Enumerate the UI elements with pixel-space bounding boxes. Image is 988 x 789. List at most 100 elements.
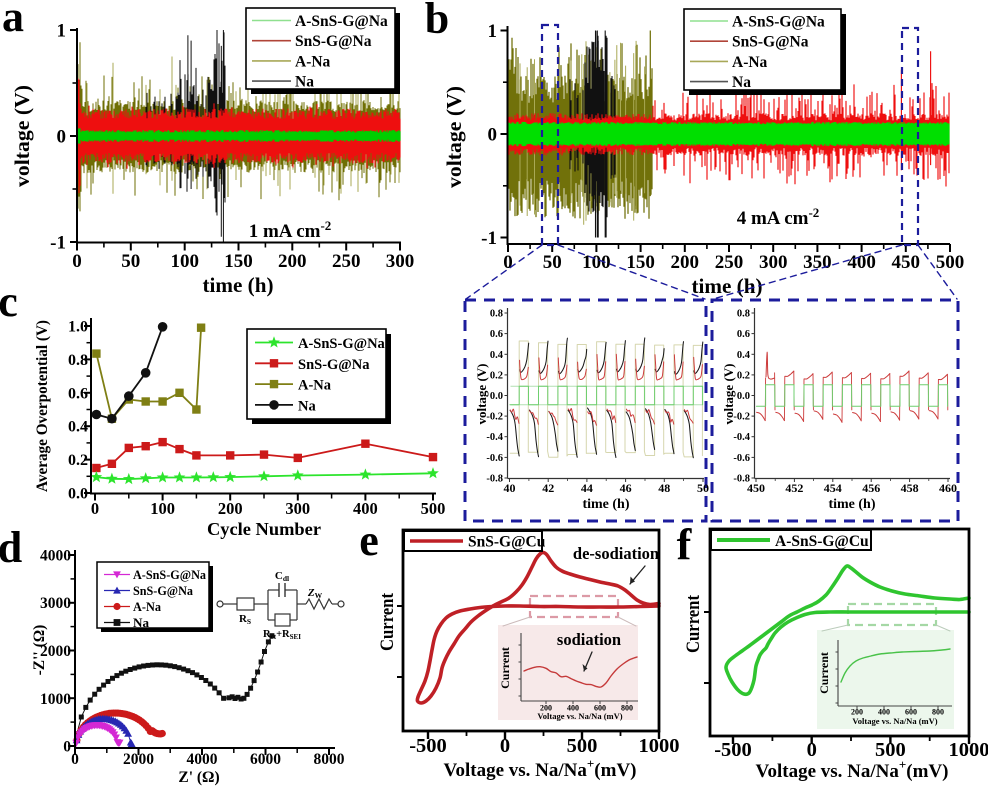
svg-text:50: 50 bbox=[697, 481, 709, 495]
svg-text:0: 0 bbox=[503, 252, 513, 273]
svg-text:3000: 3000 bbox=[40, 595, 71, 612]
svg-text:Voltage vs. Na/Na (mV): Voltage vs. Na/Na (mV) bbox=[537, 711, 622, 721]
svg-text:0.2: 0.2 bbox=[490, 370, 503, 381]
svg-text:A-SnS-G@Na: A-SnS-G@Na bbox=[732, 14, 825, 31]
svg-text:0: 0 bbox=[57, 127, 67, 148]
svg-text:0: 0 bbox=[500, 735, 510, 757]
svg-text:a: a bbox=[2, 0, 24, 41]
svg-text:-0.6: -0.6 bbox=[486, 453, 503, 464]
svg-text:A-SnS-G@Cu: A-SnS-G@Cu bbox=[775, 533, 869, 550]
svg-text:100: 100 bbox=[170, 251, 199, 272]
svg-text:300: 300 bbox=[285, 499, 310, 518]
svg-text:50: 50 bbox=[543, 252, 562, 273]
svg-text:SnS-G@Na: SnS-G@Na bbox=[298, 357, 370, 373]
svg-text:40: 40 bbox=[504, 481, 516, 495]
svg-text:ZW: ZW bbox=[307, 587, 323, 600]
svg-text:A-Na: A-Na bbox=[133, 600, 162, 614]
svg-text:-Z'' (Ω): -Z'' (Ω) bbox=[31, 625, 48, 676]
svg-text:0.4: 0.4 bbox=[737, 350, 751, 361]
svg-text:Voltage vs. Na/Na+(mV): Voltage vs. Na/Na+(mV) bbox=[755, 757, 948, 782]
svg-text:0: 0 bbox=[807, 739, 817, 761]
svg-text:1 mA cm-2: 1 mA cm-2 bbox=[249, 218, 332, 242]
svg-text:time (h): time (h) bbox=[582, 497, 629, 512]
svg-text:RS: RS bbox=[239, 613, 251, 626]
svg-text:Current: Current bbox=[684, 594, 704, 653]
svg-text:voltage (V): voltage (V) bbox=[442, 86, 466, 188]
svg-text:Rct+RSEI: Rct+RSEI bbox=[263, 629, 301, 641]
svg-text:-500: -500 bbox=[714, 739, 752, 761]
svg-text:-0.8: -0.8 bbox=[733, 474, 750, 485]
svg-text:800: 800 bbox=[932, 708, 944, 717]
svg-text:Voltage vs. Na/Na+(mV): Voltage vs. Na/Na+(mV) bbox=[443, 756, 636, 781]
svg-text:200: 200 bbox=[540, 704, 552, 713]
svg-text:sodiation: sodiation bbox=[557, 630, 621, 649]
svg-text:Cdl: Cdl bbox=[275, 570, 289, 583]
svg-text:500: 500 bbox=[936, 252, 965, 273]
svg-text:SnS-G@Cu: SnS-G@Cu bbox=[468, 534, 546, 551]
svg-text:-0.8: -0.8 bbox=[486, 474, 503, 485]
svg-text:200: 200 bbox=[671, 252, 700, 273]
svg-text:0.0: 0.0 bbox=[490, 391, 503, 402]
svg-text:400: 400 bbox=[847, 252, 876, 273]
svg-text:1000: 1000 bbox=[639, 735, 680, 757]
svg-text:A-SnS-G@Na: A-SnS-G@Na bbox=[133, 568, 207, 582]
svg-text:Voltage vs. Na/Na (mV): Voltage vs. Na/Na (mV) bbox=[852, 716, 937, 726]
svg-text:600: 600 bbox=[594, 704, 606, 713]
svg-text:voltage (V): voltage (V) bbox=[721, 363, 736, 424]
svg-text:1: 1 bbox=[57, 21, 67, 42]
svg-text:1: 1 bbox=[488, 21, 498, 42]
svg-text:d: d bbox=[0, 523, 22, 572]
svg-text:0: 0 bbox=[91, 499, 99, 518]
svg-text:400: 400 bbox=[353, 499, 378, 518]
svg-text:b: b bbox=[425, 0, 449, 43]
svg-text:456: 456 bbox=[862, 481, 880, 495]
svg-text:time (h): time (h) bbox=[828, 497, 875, 512]
svg-text:Na: Na bbox=[298, 398, 316, 414]
svg-text:c: c bbox=[0, 277, 18, 326]
svg-text:Na: Na bbox=[732, 74, 751, 91]
svg-text:300: 300 bbox=[386, 251, 415, 272]
svg-text:0.6: 0.6 bbox=[737, 329, 750, 340]
svg-text:450: 450 bbox=[892, 252, 921, 273]
svg-text:454: 454 bbox=[824, 481, 842, 495]
svg-text:2000: 2000 bbox=[123, 751, 154, 768]
svg-text:time (h): time (h) bbox=[203, 273, 274, 297]
svg-text:0.4: 0.4 bbox=[490, 350, 504, 361]
svg-text:600: 600 bbox=[905, 708, 917, 717]
svg-text:A-Na: A-Na bbox=[295, 53, 331, 70]
svg-text:1000: 1000 bbox=[949, 739, 988, 761]
svg-text:-0.2: -0.2 bbox=[486, 412, 503, 423]
svg-text:460: 460 bbox=[939, 481, 957, 495]
svg-text:150: 150 bbox=[224, 251, 253, 272]
svg-text:150: 150 bbox=[626, 252, 655, 273]
svg-text:f: f bbox=[677, 520, 693, 569]
svg-text:4 mA cm-2: 4 mA cm-2 bbox=[737, 205, 820, 229]
svg-text:Na: Na bbox=[133, 616, 150, 630]
svg-text:4000: 4000 bbox=[40, 548, 71, 565]
svg-text:6000: 6000 bbox=[250, 751, 281, 768]
svg-text:SnS-G@Na: SnS-G@Na bbox=[732, 34, 809, 51]
svg-text:-0.6: -0.6 bbox=[733, 453, 750, 464]
svg-text:0.6: 0.6 bbox=[490, 329, 503, 340]
svg-text:Average Overpotential (V): Average Overpotential (V) bbox=[34, 320, 51, 492]
svg-text:-500: -500 bbox=[409, 735, 447, 757]
svg-text:A-Na: A-Na bbox=[298, 378, 332, 394]
svg-text:0.2: 0.2 bbox=[68, 452, 88, 469]
svg-text:8000: 8000 bbox=[314, 751, 345, 768]
svg-text:44: 44 bbox=[581, 481, 593, 495]
svg-text:Current: Current bbox=[498, 647, 512, 689]
svg-text:200: 200 bbox=[218, 499, 243, 518]
svg-text:Current: Current bbox=[817, 652, 831, 694]
svg-text:Current: Current bbox=[378, 592, 398, 651]
svg-text:0.0: 0.0 bbox=[737, 391, 750, 402]
svg-text:0.6: 0.6 bbox=[68, 385, 88, 402]
svg-text:0.0: 0.0 bbox=[68, 486, 88, 503]
svg-text:250: 250 bbox=[332, 251, 361, 272]
svg-text:300: 300 bbox=[759, 252, 788, 273]
svg-text:0.2: 0.2 bbox=[737, 370, 750, 381]
svg-text:250: 250 bbox=[715, 252, 744, 273]
svg-text:2000: 2000 bbox=[40, 643, 71, 660]
svg-text:100: 100 bbox=[150, 499, 175, 518]
svg-text:452: 452 bbox=[785, 481, 803, 495]
svg-text:-0.4: -0.4 bbox=[733, 432, 750, 443]
